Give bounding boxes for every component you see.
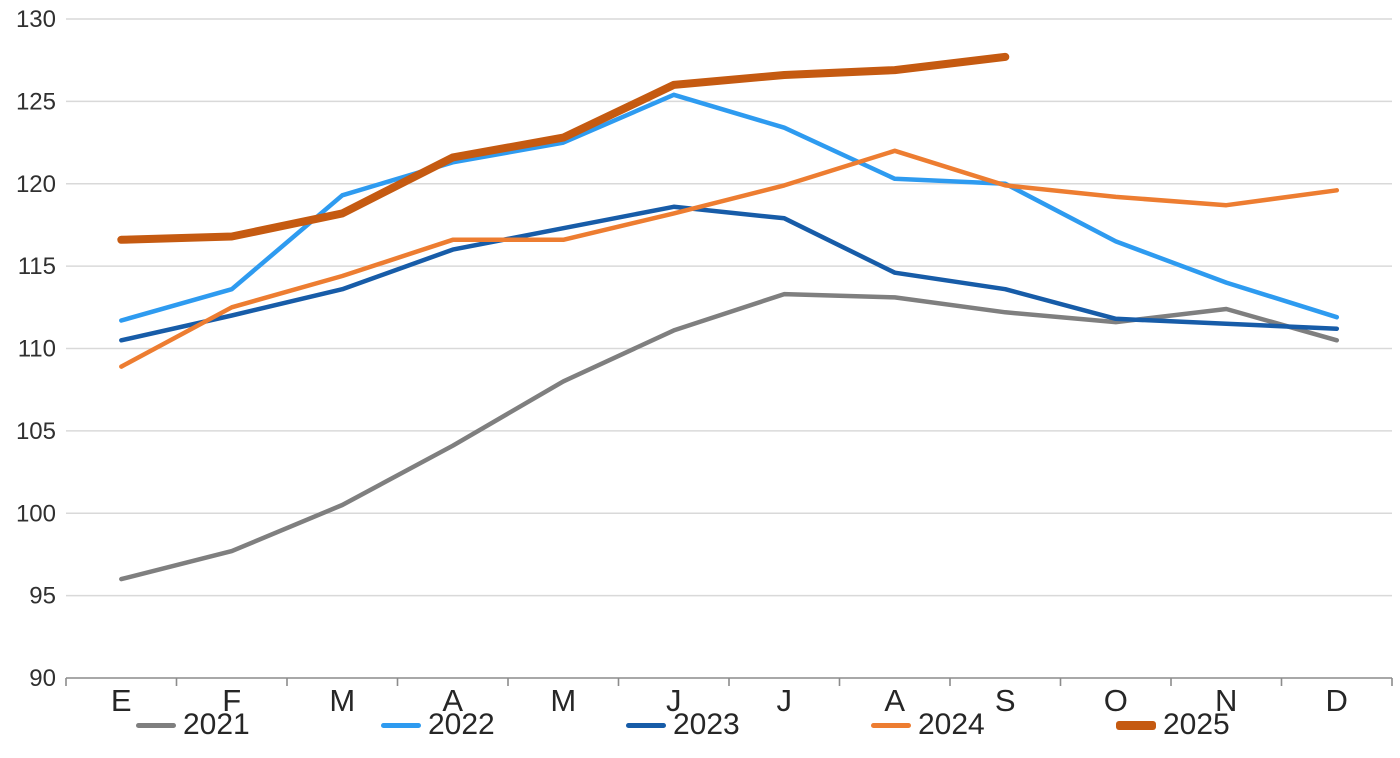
y-axis-label-95: 95 xyxy=(29,583,56,610)
series-line-2023 xyxy=(119,204,1340,343)
y-axis-label-100: 100 xyxy=(16,500,56,527)
y-axis-label-115: 115 xyxy=(18,253,56,280)
x-axis-label-5: J xyxy=(666,683,682,718)
legend-label-2025: 2025 xyxy=(1163,708,1230,741)
x-axis-label-4: M xyxy=(550,683,576,718)
x-axis-label-0: E xyxy=(111,683,132,718)
legend-swatch-2021 xyxy=(136,722,176,728)
legend-item-2025[interactable]: 2025 xyxy=(1116,706,1230,744)
series-line-2024 xyxy=(119,148,1340,369)
y-axis-label-125: 125 xyxy=(16,88,56,115)
legend-swatch-2024 xyxy=(871,722,911,728)
legend-swatch-2022 xyxy=(381,722,421,728)
y-axis-label-120: 120 xyxy=(16,171,56,198)
x-axis-label-7: A xyxy=(884,683,905,718)
series-line-2022 xyxy=(119,92,1340,323)
legend-item-2024[interactable]: 2024 xyxy=(871,706,985,744)
series-line-2021 xyxy=(119,291,1340,582)
y-axis-label-90: 90 xyxy=(29,665,56,692)
x-axis-label-6: J xyxy=(777,683,793,718)
x-axis-label-10: N xyxy=(1215,683,1237,718)
y-axis-label-105: 105 xyxy=(16,418,56,445)
x-axis-label-1: F xyxy=(222,683,241,718)
chart-legend: 2021 2022 2023 2024 2025 xyxy=(0,706,1400,746)
legend-label-2023: 2023 xyxy=(673,708,740,741)
series-line-2025 xyxy=(117,52,1010,244)
y-axis-label-110: 110 xyxy=(18,336,56,363)
legend-swatch-2023 xyxy=(626,722,666,728)
x-axis-label-3: A xyxy=(442,683,463,718)
x-axis-label-2: M xyxy=(329,683,355,718)
legend-label-2021: 2021 xyxy=(183,708,250,741)
y-axis-label-130: 130 xyxy=(16,6,56,33)
legend-label-2024: 2024 xyxy=(918,708,985,741)
legend-item-2021[interactable]: 2021 xyxy=(136,706,250,744)
x-axis-label-9: O xyxy=(1104,683,1128,718)
legend-swatch-2025 xyxy=(1116,720,1156,730)
legend-label-2022: 2022 xyxy=(428,708,495,741)
x-axis-label-11: D xyxy=(1326,683,1348,718)
x-axis-label-8: S xyxy=(995,683,1016,718)
legend-item-2023[interactable]: 2023 xyxy=(626,706,740,744)
legend-item-2022[interactable]: 2022 xyxy=(381,706,495,744)
